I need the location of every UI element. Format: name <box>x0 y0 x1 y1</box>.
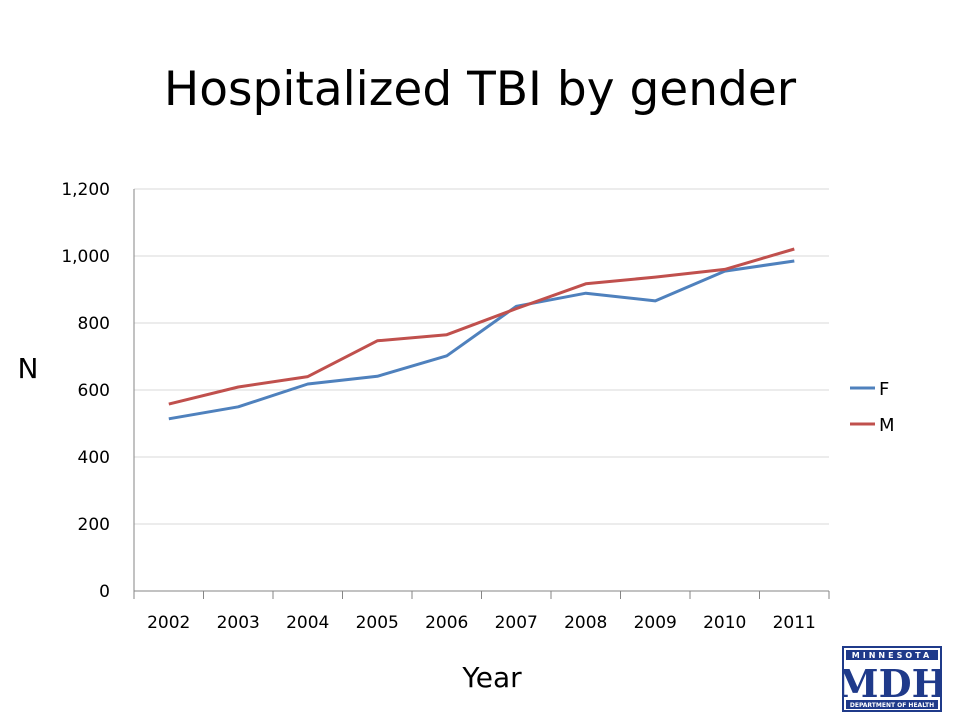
series-lines <box>168 247 795 421</box>
x-tick-label: 2007 <box>495 613 538 633</box>
x-tick-label: 2009 <box>634 613 677 633</box>
svg-text:MINNESOTA: MINNESOTA <box>852 651 932 660</box>
x-tick-label: 2002 <box>147 613 190 633</box>
x-axis-title: Year <box>461 661 522 694</box>
x-tick-label: 2010 <box>703 613 746 633</box>
y-tick-label: 1,200 <box>61 180 110 200</box>
y-tick-label: 400 <box>78 448 110 468</box>
series-line-f <box>168 259 795 421</box>
legend-label-f: F <box>879 379 889 400</box>
x-tick-label: 2006 <box>425 613 468 633</box>
x-tick-label: 2005 <box>356 613 399 633</box>
y-tick-label: 200 <box>78 515 110 535</box>
y-tick-label: 1,000 <box>61 247 110 267</box>
y-axis-title: N <box>18 352 39 385</box>
slide-title: Hospitalized TBI by gender <box>163 62 797 117</box>
x-tick-label: 2003 <box>217 613 260 633</box>
y-tick-label: 0 <box>99 582 110 602</box>
y-tick-labels: 0 200 400 600 800 1,000 1,200 <box>61 180 110 602</box>
x-tick-label: 2008 <box>564 613 607 633</box>
y-tick-label: 800 <box>78 314 110 334</box>
y-tick-label: 600 <box>78 381 110 401</box>
svg-text:MDH: MDH <box>842 661 942 706</box>
svg-text:DEPARTMENT OF HEALTH: DEPARTMENT OF HEALTH <box>850 702 934 709</box>
x-tick-labels: 2002 2003 2004 2005 2006 2007 2008 2009 2010 2011 <box>147 613 816 633</box>
legend: FM <box>850 379 895 436</box>
axes <box>133 189 830 599</box>
gridlines <box>134 188 829 525</box>
legend-label-m: M <box>879 415 895 436</box>
mdh-logo: MINNESOTA MDH DEPARTMENT OF HEALTH <box>842 646 942 712</box>
series-line-m <box>168 247 795 406</box>
x-tick-label: 2004 <box>286 613 329 633</box>
x-tick-label: 2011 <box>773 613 816 633</box>
